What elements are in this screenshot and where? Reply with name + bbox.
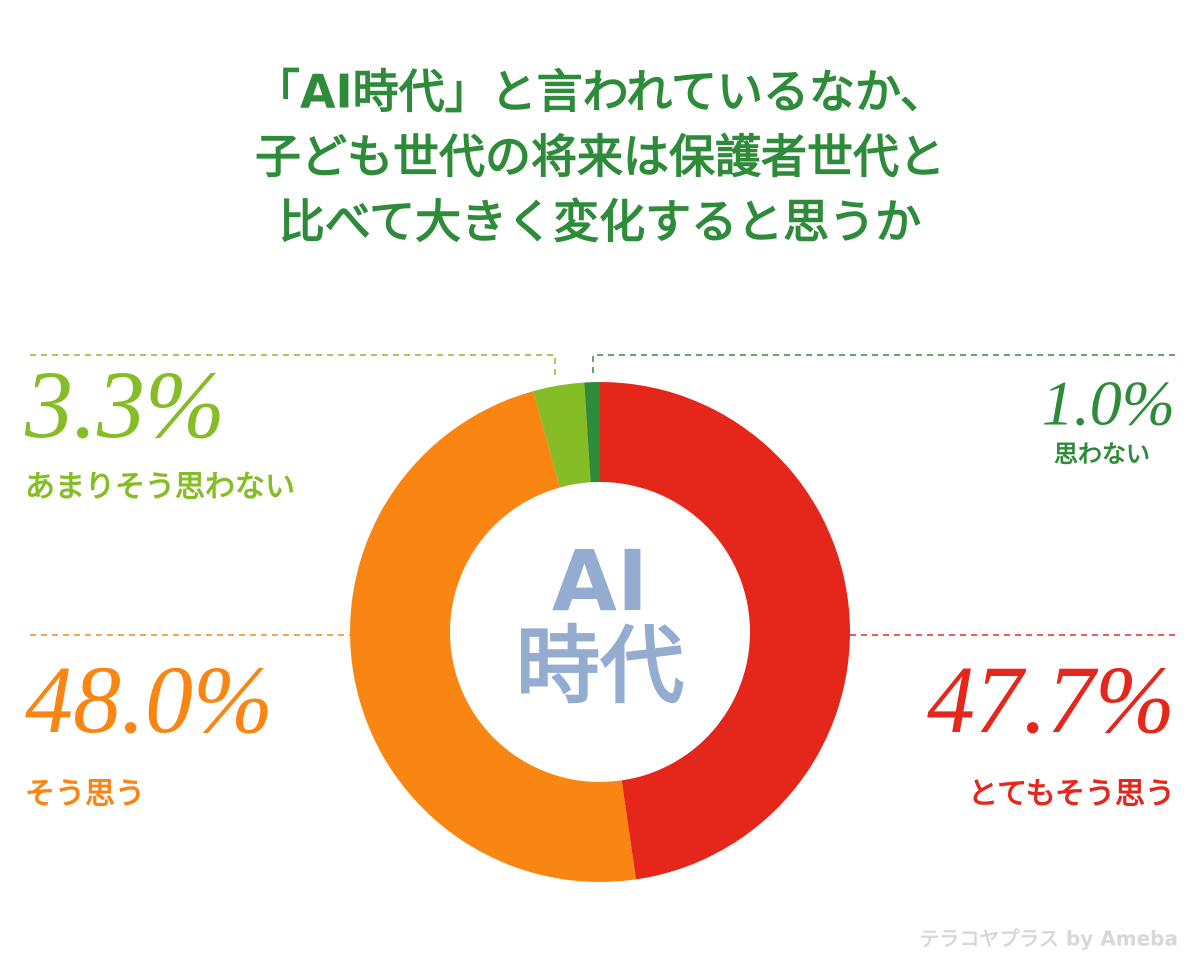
value-label: 3.3% [24, 351, 225, 458]
donut-slice [533, 382, 591, 488]
watermark: テラコヤプラス by Ameba [919, 927, 1178, 951]
category-label: とてもそう思う [968, 777, 1175, 812]
donut-slice [600, 382, 851, 880]
leader-line [30, 354, 556, 378]
center-text: AI [552, 532, 648, 630]
chart-title: 「AI時代」と言われているなか、 [254, 65, 946, 119]
chart-title: 子ども世代の将来は保護者世代と [255, 130, 945, 184]
donut-slice [349, 391, 637, 883]
donut-slice [584, 382, 600, 483]
category-label: あまりそう思わない [25, 470, 295, 505]
chart-title: 比べて大きく変化すると思うか [279, 195, 921, 249]
center-text: 時代 [516, 617, 684, 715]
value-label: 48.0% [25, 646, 273, 753]
category-label: 思わない [1054, 440, 1150, 468]
value-label: 47.7% [927, 646, 1175, 753]
value-label: 1.0% [1042, 368, 1175, 439]
category-label: そう思う [25, 777, 145, 812]
leader-line [592, 354, 1175, 378]
